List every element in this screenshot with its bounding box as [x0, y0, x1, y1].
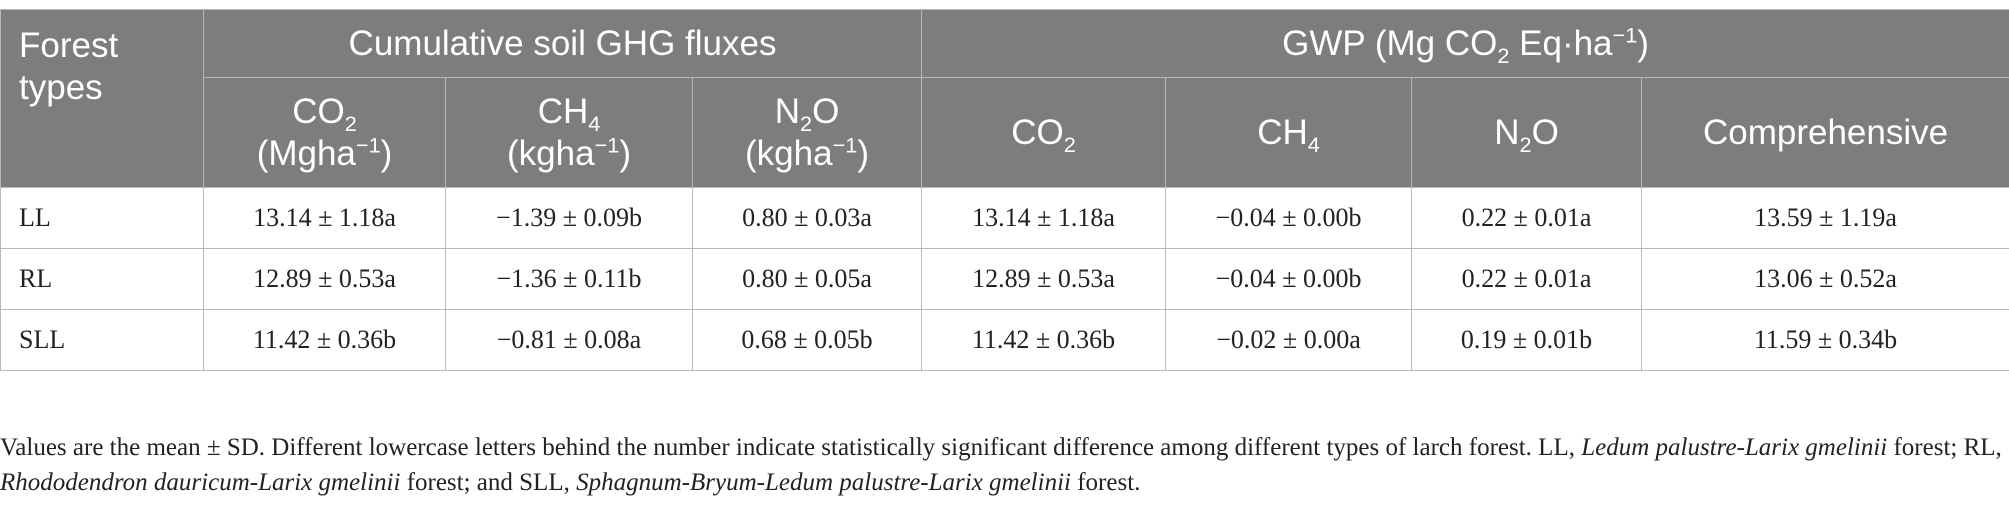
table-cell: 13.59 ± 1.19a — [1641, 187, 2009, 249]
header-ch4-gwp: CH4 — [1165, 77, 1413, 188]
table-cell: 13.14 ± 1.18a — [921, 187, 1167, 249]
table-cell: 0.22 ± 0.01a — [1411, 248, 1643, 310]
table-cell: 0.19 ± 0.01b — [1411, 309, 1643, 371]
table-cell: 0.80 ± 0.03a — [691, 187, 923, 249]
table-cell: 11.42 ± 0.36b — [203, 309, 446, 371]
table-cell: 11.42 ± 0.36b — [921, 309, 1167, 371]
species-rl: Rhododendron dauricum-Larix gmelinii — [0, 469, 401, 496]
table-cell: 13.06 ± 0.52a — [1641, 248, 2009, 310]
header-forest-types: Forest types — [0, 9, 204, 188]
table-header: Forest types Cumulative soil GHG fluxes … — [0, 9, 2009, 188]
species-ll: Ledum palustre-Larix gmelinii — [1581, 434, 1888, 461]
table-row: LL 13.14 ± 1.18a −1.39 ± 0.09b 0.80 ± 0.… — [0, 187, 2009, 249]
header-cumulative-fluxes: Cumulative soil GHG fluxes — [202, 9, 923, 78]
table-cell: 0.68 ± 0.05b — [691, 309, 923, 371]
header-co2-flux: CO2 (Mgha−1) — [203, 77, 446, 188]
table-cell: −1.36 ± 0.11b — [445, 248, 693, 310]
row-label: RL — [0, 248, 204, 310]
table-cell: −0.81 ± 0.08a — [445, 309, 693, 371]
table-cell: 12.89 ± 0.53a — [921, 248, 1167, 310]
row-label: SLL — [0, 309, 204, 371]
header-comprehensive: Comprehensive — [1641, 77, 2009, 188]
table-cell: 11.59 ± 0.34b — [1641, 309, 2009, 371]
table-cell: −0.04 ± 0.00b — [1165, 187, 1413, 249]
header-n2o-gwp: N2O — [1411, 77, 1643, 188]
header-gwp: GWP (Mg CO2 Eq·ha−1) — [921, 9, 2009, 78]
header-n2o-flux: N2O (kgha−1) — [691, 77, 923, 188]
header-ch4-flux: CH4 (kgha−1) — [445, 77, 693, 188]
table-cell: 0.22 ± 0.01a — [1411, 187, 1643, 249]
data-table: Forest types Cumulative soil GHG fluxes … — [0, 9, 2009, 371]
table-cell: −0.04 ± 0.00b — [1165, 248, 1413, 310]
table-cell: 0.80 ± 0.05a — [691, 248, 923, 310]
table-row: SLL 11.42 ± 0.36b −0.81 ± 0.08a 0.68 ± 0… — [0, 309, 2009, 371]
table-cell: −1.39 ± 0.09b — [445, 187, 693, 249]
species-sll: Sphagnum-Bryum-Ledum palustre-Larix gmel… — [576, 469, 1071, 496]
table-row: RL 12.89 ± 0.53a −1.36 ± 0.11b 0.80 ± 0.… — [0, 248, 2009, 310]
table-body: LL 13.14 ± 1.18a −1.39 ± 0.09b 0.80 ± 0.… — [0, 187, 2009, 371]
header-forest-types-line1: Forest — [19, 26, 119, 65]
table-footnote: Values are the mean ± SD. Different lowe… — [0, 434, 2002, 496]
table-cell: −0.02 ± 0.00a — [1165, 309, 1413, 371]
header-forest-types-line2: types — [19, 68, 103, 107]
table-cell: 13.14 ± 1.18a — [203, 187, 446, 249]
header-co2-gwp: CO2 — [921, 77, 1167, 188]
table-cell: 12.89 ± 0.53a — [203, 248, 446, 310]
row-label: LL — [0, 187, 204, 249]
